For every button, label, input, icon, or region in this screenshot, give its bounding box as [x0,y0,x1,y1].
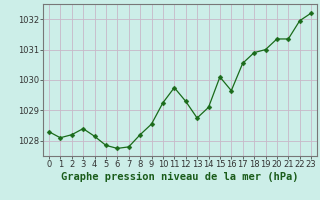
X-axis label: Graphe pression niveau de la mer (hPa): Graphe pression niveau de la mer (hPa) [61,172,299,182]
